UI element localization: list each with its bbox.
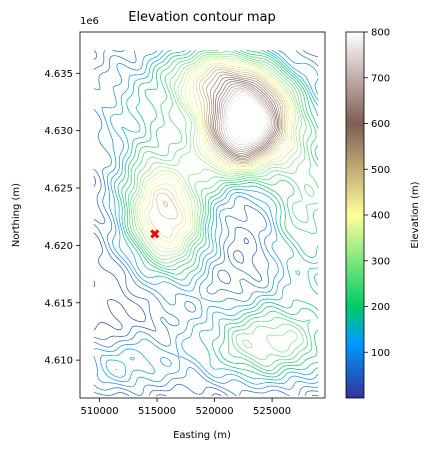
contour-level-750 xyxy=(225,92,269,146)
contour-level-775 xyxy=(227,94,268,143)
contour-level-550 xyxy=(209,74,281,161)
contour-lines xyxy=(93,50,319,397)
contour-level-275 xyxy=(130,51,315,361)
contour-level-650 xyxy=(216,83,276,154)
y-axis-ticks: 4.610 4.615 4.620 4.625 4.630 4.635 xyxy=(44,69,80,367)
y-tick-label: 4.610 xyxy=(44,356,73,367)
contour-level-150 xyxy=(105,50,319,381)
x-tick-label: 510000 xyxy=(80,406,118,417)
y-tick-label: 4.620 xyxy=(44,241,73,252)
y-tick-label: 4.615 xyxy=(44,298,73,309)
chart-title: Elevation contour map xyxy=(128,10,276,25)
plot-frame xyxy=(79,31,326,399)
x-tick-label: 515000 xyxy=(138,406,176,417)
contour-level-175 xyxy=(115,50,319,378)
colorbar-tick-label: 100 xyxy=(371,348,390,359)
x-axis-label: Easting (m) xyxy=(173,430,231,441)
contour-level-350 xyxy=(136,57,297,253)
contour-level-125 xyxy=(99,50,319,385)
contour-level-400 xyxy=(141,60,292,246)
colorbar-tick-label: 500 xyxy=(371,165,390,176)
colorbar xyxy=(345,31,365,399)
colorbar-tick-label: 400 xyxy=(371,211,390,222)
contour-level-575 xyxy=(211,76,280,159)
location-marker xyxy=(150,229,160,239)
contour-level-700 xyxy=(221,87,273,150)
x-tick-label: 525000 xyxy=(253,406,291,417)
contour-level-675 xyxy=(218,85,274,153)
contour-level-250 xyxy=(127,50,319,367)
colorbar-tick-label: 800 xyxy=(371,28,390,39)
contour-level-300 xyxy=(132,53,303,353)
contour-level-525 xyxy=(206,71,282,162)
colorbar-tick-label: 300 xyxy=(371,256,390,267)
x-axis-ticks: 510000 515000 520000 525000 xyxy=(80,398,291,417)
contour-level-450 xyxy=(148,64,288,238)
y-tick-label: 4.625 xyxy=(44,184,73,195)
x-tick-label: 520000 xyxy=(195,406,233,417)
colorbar-tick-label: 600 xyxy=(371,119,390,130)
colorbar-label: Elevation (m) xyxy=(410,181,421,248)
colorbar-tick-label: 700 xyxy=(371,73,390,84)
contour-level-600 xyxy=(213,79,278,158)
contour-level-200 xyxy=(121,50,319,375)
contour-level-50 xyxy=(93,50,319,397)
contour-level-375 xyxy=(139,59,294,250)
contour-level-625 xyxy=(214,81,277,156)
colorbar-tick-label: 200 xyxy=(371,302,390,313)
y-offset-label: 1e6 xyxy=(80,16,99,27)
contour-level-725 xyxy=(223,89,271,148)
contour-level-475 xyxy=(156,66,286,224)
contour-level-100 xyxy=(93,50,319,390)
contour-level-225 xyxy=(125,50,319,371)
contour-level-25 xyxy=(93,50,319,397)
contour-level-425 xyxy=(144,62,290,243)
contour-level-500 xyxy=(162,69,284,208)
y-axis-label: Northing (m) xyxy=(11,183,22,247)
y-tick-label: 4.635 xyxy=(44,69,73,80)
contour-level-325 xyxy=(134,55,299,257)
y-tick-label: 4.630 xyxy=(44,126,73,137)
contour-level-75 xyxy=(93,50,319,397)
colorbar-ticks: 100 200 300 400 500 600 700 800 xyxy=(364,28,390,359)
marker-layer xyxy=(150,229,160,239)
